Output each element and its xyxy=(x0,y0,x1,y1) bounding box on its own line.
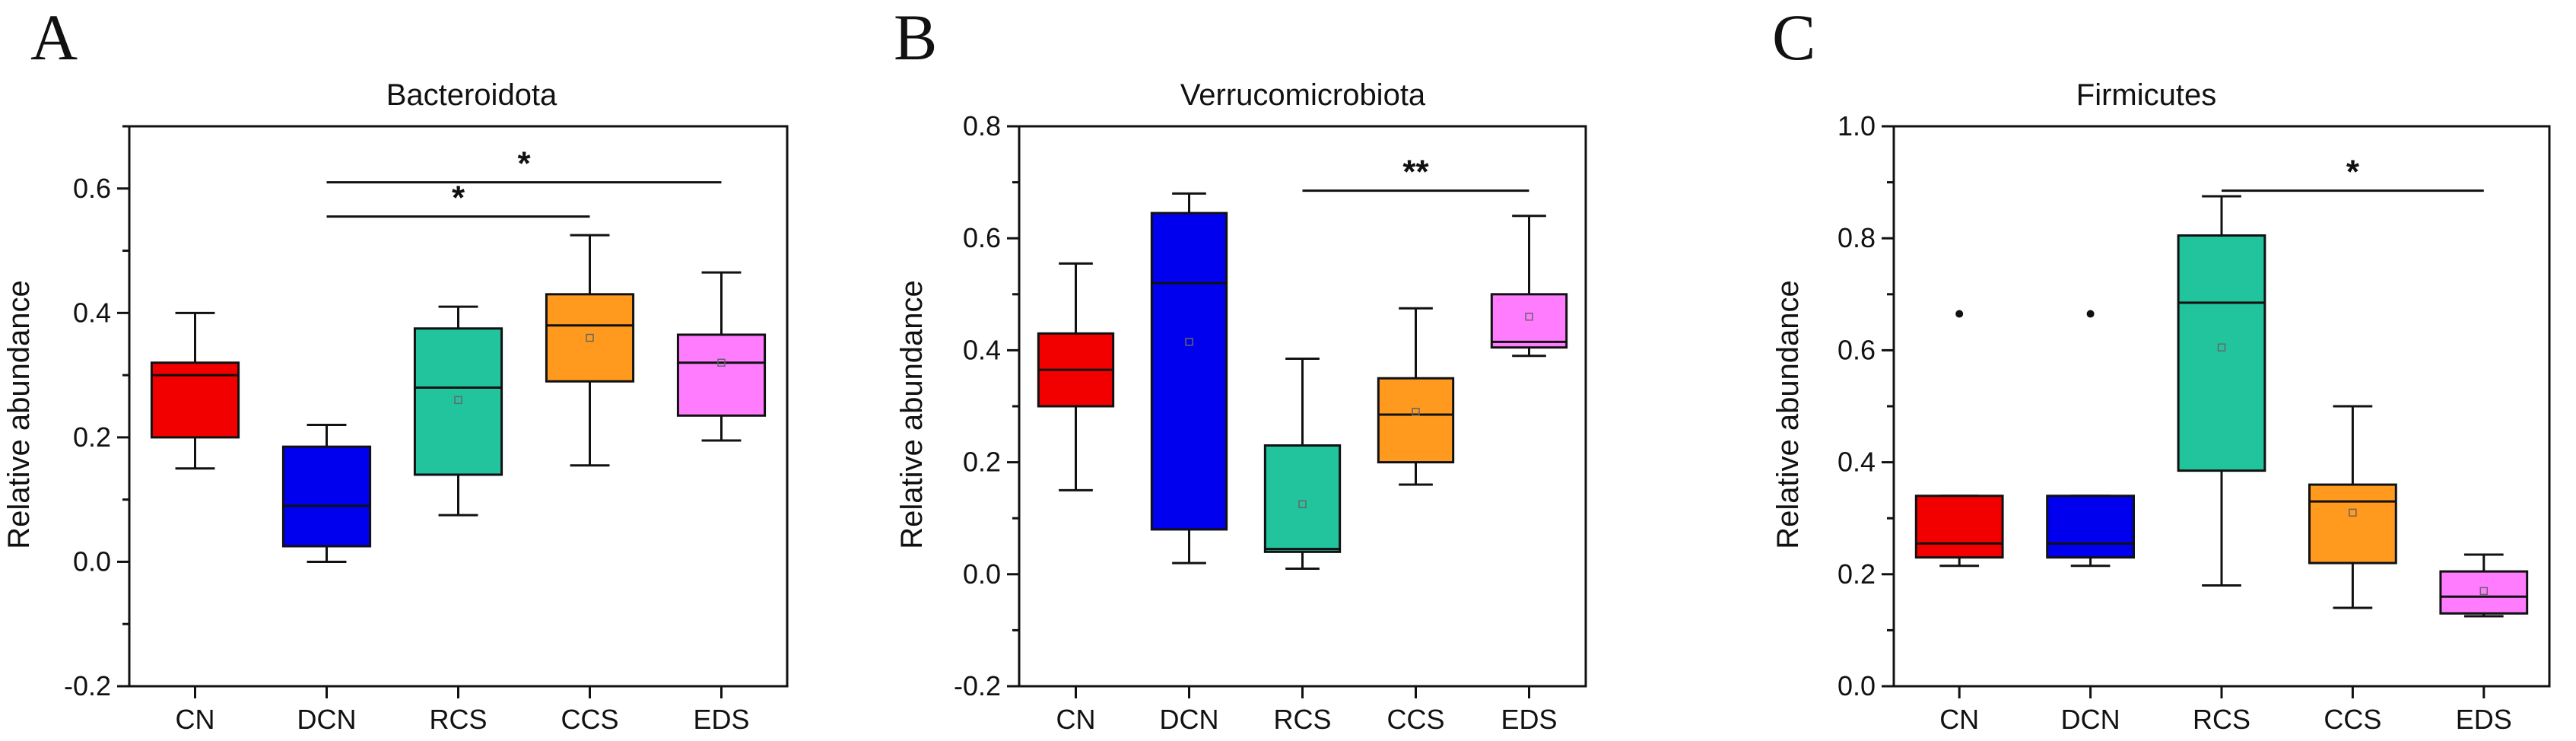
y-tick-label: 0.4 xyxy=(1838,447,1876,478)
box-rcs xyxy=(2177,195,2266,587)
panel-letter: B xyxy=(894,1,937,74)
y-tick-label: 0.2 xyxy=(73,421,111,453)
box-eds xyxy=(1490,215,1568,358)
panel-letter: A xyxy=(30,1,78,74)
x-tick-label: RCS xyxy=(2193,704,2250,735)
box-body xyxy=(2046,495,2135,559)
y-tick-label: 0.6 xyxy=(73,173,111,204)
box-body xyxy=(1490,293,1568,349)
y-axis-label: Relative abundance xyxy=(2,280,36,549)
box-dcn xyxy=(281,424,372,563)
x-tick-label: RCS xyxy=(1273,704,1331,735)
x-tick-label: DCN xyxy=(297,704,357,735)
x-tick-label: EDS xyxy=(693,704,749,735)
y-axis-label: Relative abundance xyxy=(895,280,929,549)
y-tick-label: 0.4 xyxy=(73,297,111,328)
y-tick-label: 0.0 xyxy=(963,558,1001,590)
outlier-point xyxy=(2086,310,2095,318)
box-ccs xyxy=(545,234,635,467)
chart-title: Bacteroidota xyxy=(386,78,557,112)
y-tick-label: 0.8 xyxy=(1838,222,1876,253)
box-cn xyxy=(1914,495,2004,568)
x-tick-label: EDS xyxy=(2456,704,2512,735)
y-axis-label: Relative abundance xyxy=(1771,280,1805,549)
mean-marker xyxy=(2479,587,2489,596)
x-tick-label: EDS xyxy=(1501,704,1557,735)
box-body xyxy=(1150,211,1228,531)
mean-marker xyxy=(1298,500,1307,509)
box-rcs xyxy=(1263,357,1342,570)
box-body xyxy=(1263,444,1342,553)
x-tick-label: DCN xyxy=(1160,704,1219,735)
box-body xyxy=(1914,495,2004,559)
x-tick-label: CN xyxy=(176,704,215,735)
box-cn xyxy=(150,311,240,470)
y-tick-label: 0.8 xyxy=(963,110,1001,142)
x-tick-label: DCN xyxy=(2061,704,2120,735)
box-eds xyxy=(676,271,767,442)
box-body xyxy=(150,361,240,439)
box-cn xyxy=(1037,262,1115,491)
panel-a: A Bacteroidota Relative abundance -0.2 0.… xyxy=(2,1,789,735)
chart-title: Firmicutes xyxy=(2076,78,2216,112)
x-tick-label: CCS xyxy=(1386,704,1444,735)
box-dcn xyxy=(2046,495,2135,568)
mean-marker xyxy=(1185,338,1193,346)
box-body xyxy=(545,293,635,383)
mean-marker xyxy=(1525,312,1533,321)
box-body xyxy=(1377,377,1455,464)
y-tick-label: -0.2 xyxy=(64,670,111,701)
mean-marker xyxy=(1412,408,1420,416)
y-tick-label: 0.6 xyxy=(1838,334,1876,365)
box-eds xyxy=(2439,553,2529,618)
y-tick-label: 0.6 xyxy=(963,222,1001,253)
significance-label: * xyxy=(517,145,531,183)
mean-marker xyxy=(2217,343,2226,351)
x-tick-label: CN xyxy=(1939,704,1979,735)
x-tick-label: RCS xyxy=(429,704,487,735)
mean-marker xyxy=(586,333,594,342)
significance-label: * xyxy=(2346,154,2360,191)
box-dcn xyxy=(1150,192,1228,564)
y-tick-label: 0.0 xyxy=(1838,670,1876,701)
box-body xyxy=(676,333,767,417)
panel-letter: C xyxy=(1772,1,1815,74)
box-rcs xyxy=(413,305,503,517)
panel-c: C Firmicutes Relative abundance 0.0 0.2 0.… xyxy=(1771,1,2551,735)
mean-marker xyxy=(454,396,462,405)
x-tick-label: CCS xyxy=(2323,704,2381,735)
y-tick-label: -0.2 xyxy=(954,670,1001,701)
x-tick-label: CCS xyxy=(561,704,618,735)
x-tick-label: CN xyxy=(1056,704,1096,735)
y-tick-label: 0.2 xyxy=(1838,558,1876,590)
y-tick-label: 0.0 xyxy=(73,545,111,577)
box-ccs xyxy=(1377,307,1455,486)
y-tick-label: 0.2 xyxy=(963,447,1001,478)
mean-marker xyxy=(717,358,726,367)
box-body xyxy=(2439,570,2529,615)
outlier-point xyxy=(1955,310,1964,318)
y-tick-label: 1.0 xyxy=(1838,110,1876,142)
box-body xyxy=(413,327,503,476)
mean-marker xyxy=(2349,508,2357,517)
significance-label: * xyxy=(452,180,465,217)
box-body xyxy=(2308,483,2397,564)
chart-title: Verrucomicrobiota xyxy=(1180,78,1426,112)
y-tick-label: 0.4 xyxy=(963,334,1001,365)
box-ccs xyxy=(2308,405,2397,609)
panel-b: B Verrucomicrobiota Relative abundance -… xyxy=(894,1,1587,735)
significance-label: ** xyxy=(1402,154,1429,191)
box-body xyxy=(2177,234,2266,472)
box-body xyxy=(281,445,372,548)
